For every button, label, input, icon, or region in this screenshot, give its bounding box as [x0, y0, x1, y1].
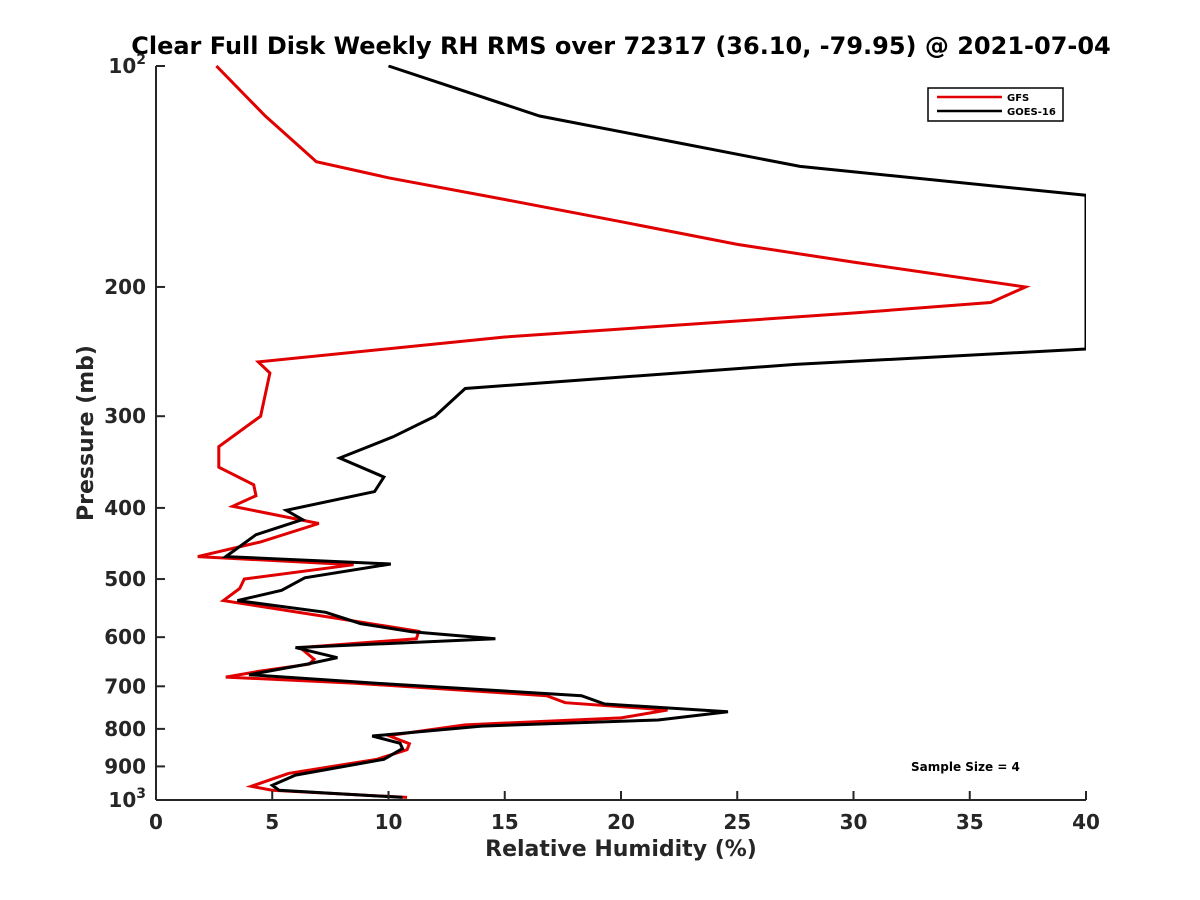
x-tick-label: 15: [491, 810, 519, 834]
series-layer: [197, 65, 1086, 799]
x-tick-label: 35: [956, 810, 984, 834]
y-tick-group: 102 200 300 400 500 600 700 800 900 103: [104, 52, 165, 812]
x-tick-group: 0 5 10 15 20 25 30 35 40: [149, 791, 1100, 834]
plot-background: [156, 66, 1086, 800]
y-tick-label: 400: [104, 496, 146, 520]
series-line-goes16: [221, 65, 1086, 799]
y-tick-label: 700: [104, 674, 146, 698]
x-tick-label: 40: [1072, 810, 1100, 834]
y-tick-label: 600: [104, 625, 146, 649]
plot-area: [156, 66, 1086, 800]
legend: GFS GOES-16: [927, 87, 1064, 122]
series-line-gfs: [197, 65, 1031, 799]
x-tick-label: 10: [375, 810, 403, 834]
legend-box: [927, 87, 1064, 122]
y-axis-label: Pressure (mb): [74, 345, 99, 521]
x-tick-label: 20: [607, 810, 635, 834]
y-tick-label: 300: [104, 404, 146, 428]
chart-title: Clear Full Disk Weekly RH RMS over 72317…: [131, 32, 1111, 60]
y-tick-label: 900: [104, 754, 146, 778]
x-axis-label: Relative Humidity (%): [485, 837, 757, 862]
y-tick-label: 103: [108, 786, 146, 812]
legend-label-goes16: GOES-16: [1007, 107, 1056, 118]
y-tick-label: 800: [104, 717, 146, 741]
y-tick-label: 200: [104, 275, 146, 299]
y-tick-label: 500: [104, 567, 146, 591]
x-tick-label: 5: [265, 810, 279, 834]
x-tick-label: 0: [149, 810, 163, 834]
x-tick-label: 25: [723, 810, 751, 834]
sample-size-annotation: Sample Size = 4: [911, 760, 1020, 774]
x-tick-label: 30: [840, 810, 868, 834]
y-tick-label: 102: [108, 52, 146, 78]
legend-label-gfs: GFS: [1007, 93, 1029, 104]
